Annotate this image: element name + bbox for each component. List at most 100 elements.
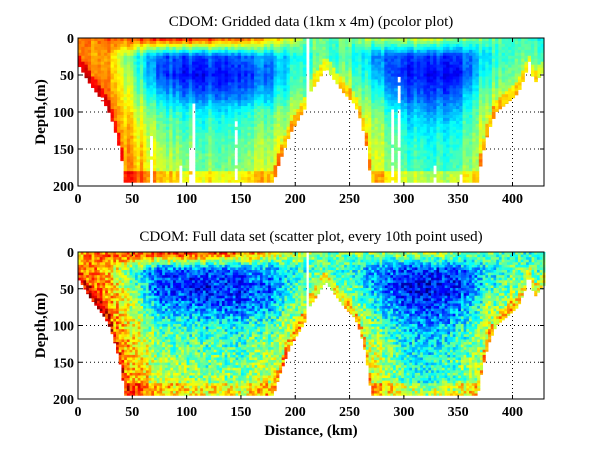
heatmap-cell: [371, 165, 375, 168]
heatmap-cell: [228, 97, 232, 100]
heatmap-cell: [375, 74, 379, 77]
heatmap-cell: [440, 136, 444, 139]
heatmap-cell: [381, 124, 385, 127]
heatmap-cell: [453, 44, 457, 47]
heatmap-cell: [137, 74, 141, 77]
heatmap-cell: [137, 44, 141, 47]
heatmap-cell: [254, 59, 258, 62]
heatmap-cell: [221, 41, 225, 44]
heatmap-cell: [277, 153, 281, 156]
heatmap-cell: [98, 79, 102, 82]
heatmap-cell: [114, 82, 118, 85]
heatmap-cell: [156, 103, 160, 106]
heatmap-cell: [293, 106, 297, 109]
heatmap-cell: [371, 65, 375, 68]
heatmap-cell: [476, 103, 480, 106]
heatmap-cell: [186, 148, 190, 151]
heatmap-cell: [104, 53, 108, 56]
heatmap-cell: [479, 142, 483, 145]
heatmap-cell: [472, 168, 476, 171]
heatmap-cell: [466, 76, 470, 79]
heatmap-cell: [91, 59, 95, 62]
heatmap-cell: [469, 74, 473, 77]
heatmap-cell: [260, 41, 264, 44]
heatmap-cell: [440, 62, 444, 65]
heatmap-cell: [120, 133, 124, 136]
heatmap-cell: [365, 71, 369, 74]
heatmap-cell: [212, 112, 216, 115]
heatmap-cell: [127, 94, 131, 97]
heatmap-cell: [228, 124, 232, 127]
heatmap-cell: [208, 162, 212, 165]
heatmap-cell: [270, 168, 274, 171]
heatmap-cell: [466, 97, 470, 100]
heatmap-cell: [446, 139, 450, 142]
heatmap-cell: [287, 118, 291, 121]
heatmap-cell: [407, 56, 411, 59]
heatmap-cell: [388, 53, 392, 56]
heatmap-cell: [143, 156, 147, 159]
heatmap-cell: [495, 47, 499, 50]
heatmap-cell: [410, 121, 414, 124]
heatmap-cell: [189, 82, 193, 85]
heatmap-cell: [238, 97, 242, 100]
heatmap-cell: [489, 94, 493, 97]
heatmap-cell: [117, 94, 121, 97]
heatmap-cell: [456, 47, 460, 50]
heatmap-cell: [238, 94, 242, 97]
heatmap-cell: [270, 118, 274, 121]
heatmap-cell: [101, 68, 105, 71]
heatmap-cell: [397, 56, 401, 59]
heatmap-cell: [466, 115, 470, 118]
heatmap-cell: [375, 174, 379, 177]
heatmap-cell: [260, 174, 264, 177]
heatmap-cell: [202, 85, 206, 88]
heatmap-cell: [257, 159, 261, 162]
heatmap-cell: [247, 50, 251, 53]
heatmap-cell: [270, 180, 274, 183]
heatmap-cell: [186, 97, 190, 100]
heatmap-cell: [430, 79, 434, 82]
heatmap-cell: [117, 44, 121, 47]
heatmap-cell: [137, 59, 141, 62]
heatmap-cell: [205, 100, 209, 103]
heatmap-cell: [107, 56, 111, 59]
heatmap-cell: [234, 94, 238, 97]
heatmap-cell: [378, 150, 382, 153]
heatmap-cell: [303, 100, 307, 103]
heatmap-cell: [378, 133, 382, 136]
heatmap-cell: [410, 177, 414, 180]
heatmap-cell: [450, 174, 454, 177]
heatmap-cell: [169, 112, 173, 115]
heatmap-cell: [228, 82, 232, 85]
heatmap-cell: [267, 68, 271, 71]
heatmap-cell: [156, 153, 160, 156]
heatmap-cell: [166, 174, 170, 177]
heatmap-cell: [114, 118, 118, 121]
heatmap-cell: [397, 106, 401, 109]
heatmap-cell: [456, 171, 460, 174]
heatmap-cell: [192, 59, 196, 62]
heatmap-cell: [156, 121, 160, 124]
heatmap-cell: [202, 156, 206, 159]
heatmap-cell: [371, 97, 375, 100]
heatmap-cell: [208, 71, 212, 74]
heatmap-cell: [446, 53, 450, 56]
heatmap-cell: [453, 121, 457, 124]
heatmap-cell: [159, 68, 163, 71]
heatmap-cell: [342, 68, 346, 71]
heatmap-cell: [88, 44, 92, 47]
heatmap-cell: [274, 50, 278, 53]
heatmap-cell: [146, 177, 150, 180]
heatmap-cell: [127, 148, 131, 151]
heatmap-cell: [195, 76, 199, 79]
heatmap-cell: [264, 159, 268, 162]
heatmap-cell: [365, 82, 369, 85]
heatmap-cell: [267, 91, 271, 94]
heatmap-cell: [244, 94, 248, 97]
heatmap-cell: [453, 68, 457, 71]
heatmap-cell: [407, 156, 411, 159]
heatmap-cell: [420, 171, 424, 174]
heatmap-cell: [195, 88, 199, 91]
heatmap-cell: [430, 159, 434, 162]
